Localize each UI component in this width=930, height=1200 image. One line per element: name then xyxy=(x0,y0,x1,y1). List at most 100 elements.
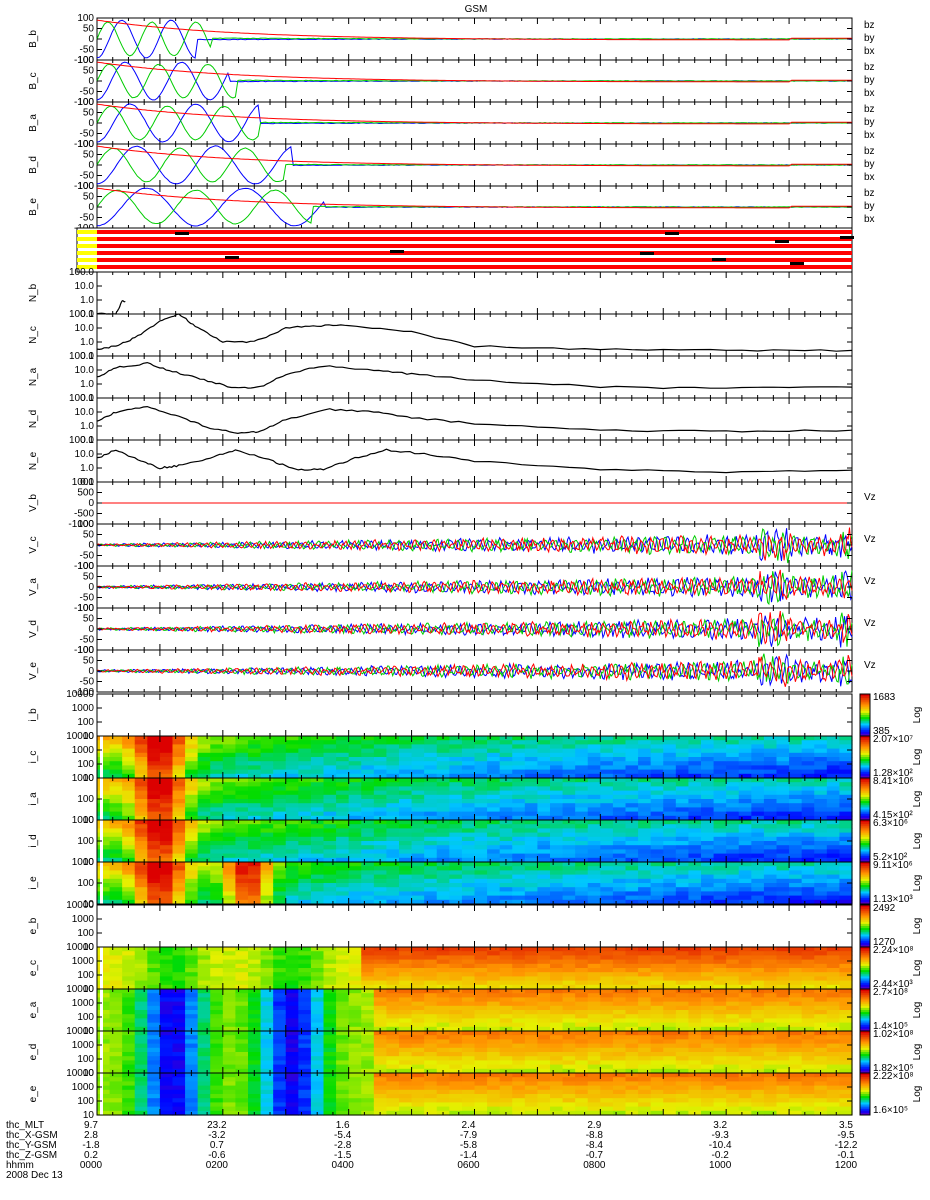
spectrogram-cell xyxy=(776,748,790,754)
spectrogram-cell xyxy=(512,757,526,762)
spectrogram-cell xyxy=(424,853,438,859)
y-tick-label: 100 xyxy=(77,645,94,656)
spectrogram-cell xyxy=(399,736,413,741)
spectrogram-cell xyxy=(688,790,702,796)
spectrogram-cell xyxy=(487,748,501,754)
spectrogram-cell xyxy=(411,845,425,850)
spectrogram-cell xyxy=(285,761,299,766)
spectrogram-cell xyxy=(600,782,614,787)
y-tick-label: 0.1 xyxy=(80,393,94,404)
spectrogram-cell xyxy=(550,841,564,846)
spectrogram-cell xyxy=(285,778,299,783)
spectrogram-cell xyxy=(273,803,287,808)
spectrogram-cell xyxy=(260,761,274,766)
spectrogram-cell xyxy=(210,748,224,754)
colorbar-unit: Log xyxy=(912,791,923,808)
spectrogram-cell xyxy=(713,824,727,829)
spectrogram-cell xyxy=(336,799,350,804)
spectrogram-cell xyxy=(298,740,312,745)
spectrogram-cell xyxy=(587,824,601,829)
spectrogram-cell xyxy=(638,853,652,859)
spectrogram-cell xyxy=(323,883,337,888)
spectrogram-cell xyxy=(273,769,287,775)
spectrogram-cell xyxy=(134,807,148,813)
spectrogram-cell xyxy=(449,807,463,813)
spectrogram-cell xyxy=(701,845,715,850)
spectrogram-cell xyxy=(801,883,815,888)
spectrogram-cell xyxy=(298,736,312,741)
spectrogram-cell xyxy=(612,883,627,888)
spectrogram-cell xyxy=(826,820,841,825)
spectrogram-cell xyxy=(197,807,211,813)
spectrogram-cell xyxy=(248,849,262,855)
spectrogram-cell xyxy=(373,765,388,771)
spectrogram-cell xyxy=(197,803,211,808)
spectrogram-cell xyxy=(487,828,501,834)
spectrogram-cell xyxy=(109,765,123,771)
panel-frame xyxy=(96,904,853,948)
spectrogram-cell xyxy=(587,849,601,855)
spectrogram-cell xyxy=(839,740,853,745)
spectrogram-cell xyxy=(210,845,224,850)
spectrogram-cell xyxy=(726,841,740,846)
spectrogram-cell xyxy=(625,790,639,796)
spectrogram-cell xyxy=(197,782,211,787)
spectrogram-cell xyxy=(663,752,677,758)
y-axis-label: i_c xyxy=(28,751,39,764)
spectrogram-cell xyxy=(197,790,211,796)
spectrogram-cell xyxy=(222,841,237,846)
y-tick-label: -100 xyxy=(74,645,94,656)
spectrogram-cell xyxy=(411,866,425,871)
colorbar-cell xyxy=(860,738,870,741)
spectrogram-cell xyxy=(424,870,438,876)
y-tick-label: 100.0 xyxy=(69,351,94,362)
spectrogram-cell xyxy=(399,824,413,829)
spectrogram-cell xyxy=(235,765,249,771)
spectrogram-cell xyxy=(260,895,274,901)
spectrogram-cell xyxy=(373,782,388,787)
spectrogram-cell xyxy=(612,853,627,859)
spectrogram-cell xyxy=(814,832,828,838)
spectrogram-cell xyxy=(713,878,727,884)
spectrogram-cell xyxy=(109,878,123,884)
spectrogram-cell xyxy=(675,807,690,813)
colorbar-cell xyxy=(860,934,870,937)
spectrogram-cell xyxy=(361,761,375,766)
legend-bz: bz xyxy=(864,146,875,157)
spectrogram-cell xyxy=(386,744,400,750)
spectrogram-cell xyxy=(663,845,677,850)
spectrogram-cell xyxy=(839,744,853,750)
spectrogram-cell xyxy=(713,820,727,825)
spectrogram-cell xyxy=(562,782,576,787)
spectrogram-cell xyxy=(650,790,664,796)
spectrogram-cell xyxy=(172,815,186,821)
spectrogram-cell xyxy=(424,891,438,897)
spectrogram-cell xyxy=(801,744,815,750)
spectrogram-cell xyxy=(97,849,111,855)
spectrogram-cell xyxy=(814,887,828,892)
spectrogram-cell xyxy=(235,870,249,876)
y-tick-label: -100 xyxy=(74,97,94,108)
spectrogram-cell xyxy=(688,799,702,804)
spectrogram-cell xyxy=(575,773,589,779)
y-tick-label: 10 xyxy=(83,815,95,826)
spectrogram-cell xyxy=(537,883,551,888)
colorbar-cell xyxy=(860,775,870,779)
spectrogram-cell xyxy=(210,794,224,800)
spectrogram-cell xyxy=(550,803,564,808)
y-tick-label: 0 xyxy=(88,582,94,593)
spectrogram-cell xyxy=(688,757,702,762)
spectrogram-cell xyxy=(399,828,413,834)
spectrogram-cell xyxy=(461,832,476,838)
spectrogram-cell xyxy=(474,828,488,834)
spectrogram-cell xyxy=(512,824,526,829)
spectrogram-cell xyxy=(663,883,677,888)
spectrogram-cell xyxy=(260,740,274,745)
spectrogram-cell xyxy=(839,799,853,804)
spectrogram-cell xyxy=(185,891,199,897)
spectrogram-cell xyxy=(537,899,551,905)
spectrogram-cell xyxy=(650,736,664,741)
y-axis-label: N_e xyxy=(28,451,39,470)
spectrogram-cell xyxy=(172,778,186,783)
spectrogram-cell xyxy=(411,752,425,758)
